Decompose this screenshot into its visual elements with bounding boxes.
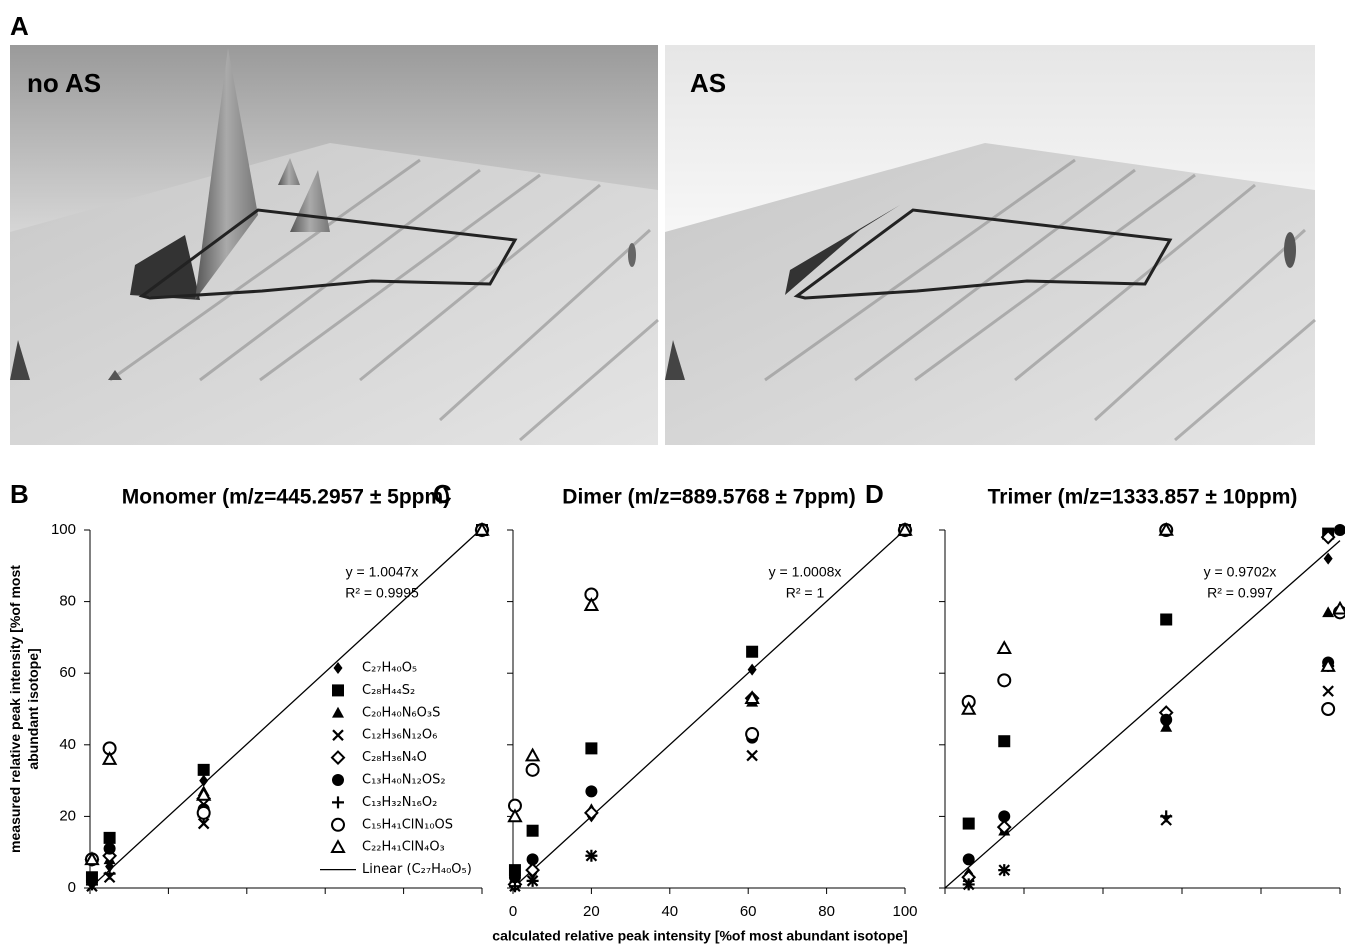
y-axis-label-line: abundant isotope]: [25, 648, 41, 769]
x-tick-label: 80: [818, 903, 835, 920]
x-tick-label: 20: [583, 903, 600, 920]
fit-line: [513, 530, 905, 888]
x-tick-label: 0: [509, 903, 517, 920]
data-point: [198, 807, 210, 819]
data-point: [527, 825, 539, 837]
legend-label: C₁₃H₄₀N₁₂OS₂: [362, 773, 446, 788]
y-tick-label: 60: [59, 664, 76, 681]
legend-label: Linear (C₂₇H₄₀O₅): [362, 862, 472, 877]
fit-equation: y = 1.0047x: [346, 564, 419, 580]
chart-title: Monomer (m/z=445.2957 ± 5ppm): [122, 486, 450, 509]
legend-marker: [332, 841, 344, 852]
data-point: [585, 599, 597, 610]
data-point: [104, 832, 116, 844]
data-point: [585, 785, 597, 797]
data-point: [1160, 714, 1172, 726]
data-point: [746, 646, 758, 658]
x-tick-label: 40: [661, 903, 678, 920]
data-point: [998, 735, 1010, 747]
data-point: [104, 843, 116, 855]
y-tick-label: 40: [59, 736, 76, 753]
chart-title: Dimer (m/z=889.5768 ± 7ppm): [562, 486, 855, 509]
fit-r2: R² = 1: [786, 585, 825, 601]
legend-marker: [332, 796, 344, 808]
surface-image: AS: [628, 45, 1315, 445]
panel-label: A: [10, 11, 29, 41]
fit-equation: y = 0.9702x: [1204, 564, 1277, 580]
y-tick-label: 80: [59, 593, 76, 610]
y-tick-label: 100: [51, 521, 76, 538]
data-point: [1323, 686, 1333, 696]
data-point: [1160, 810, 1172, 822]
y-tick-label: 0: [68, 879, 76, 896]
data-point: [1334, 524, 1345, 536]
legend-label: C₁₂H₃₆N₁₂O₆: [362, 728, 437, 743]
data-point: [104, 868, 116, 880]
data-point: [527, 750, 539, 761]
data-point: [1322, 703, 1334, 715]
data-point: [104, 753, 116, 764]
panel-label: C: [433, 479, 452, 509]
figure: A no AS AS B Monomer (m/z=445.2957 ± 5ppm…: [0, 0, 1345, 945]
legend-label: C₂₇H₄₀O₅: [362, 661, 417, 676]
legend-marker: [332, 774, 344, 786]
surface-image: no AS: [10, 45, 658, 445]
data-point: [527, 853, 539, 865]
legend-marker: [333, 730, 343, 740]
fit-equation: y = 1.0008x: [769, 564, 842, 580]
legend-label: C₂₈H₄₄S₂: [362, 683, 415, 698]
data-point: [998, 821, 1010, 833]
data-point: [585, 742, 597, 754]
data-point: [1322, 606, 1334, 617]
x-axis-label: calculated relative peak intensity [%of …: [492, 928, 907, 944]
chart-title: Trimer (m/z=1333.857 ± 10ppm): [988, 486, 1298, 509]
data-point: [963, 818, 975, 830]
data-point: [998, 810, 1010, 822]
y-axis-label: measured relative peak intensity [%of mo…: [7, 565, 41, 853]
legend-label: C₂₈H₃₆N₄O: [362, 750, 427, 765]
legend-marker: [332, 752, 344, 764]
x-tick-label: 100: [892, 903, 917, 920]
legend-marker: [332, 819, 344, 831]
legend-label: C₁₃H₃₂N₁₆O₂: [362, 795, 437, 810]
data-point: [527, 764, 539, 776]
data-point: [963, 853, 975, 865]
data-point: [198, 764, 210, 776]
legend-label: C₂₀H₄₀N₆O₃S: [362, 705, 440, 720]
fit-r2: R² = 0.997: [1207, 585, 1273, 601]
legend-marker: [332, 684, 344, 696]
data-point: [998, 674, 1010, 686]
fit-r2: R² = 0.9995: [345, 585, 419, 601]
legend-label: C₁₅H₄₁ClN₁₀OS: [362, 817, 453, 832]
data-point: [746, 728, 758, 740]
legend-label: C₂₂H₄₁ClN₄O₃: [362, 840, 445, 855]
data-point: [1160, 614, 1172, 626]
y-tick-label: 20: [59, 807, 76, 824]
data-point: [199, 775, 208, 787]
panel-label: B: [10, 479, 29, 509]
data-point: [585, 807, 597, 819]
data-point: [748, 664, 757, 676]
image-label: AS: [690, 68, 726, 98]
panel-label: D: [865, 479, 884, 509]
data-point: [747, 751, 757, 761]
data-point: [998, 642, 1010, 653]
data-point: [509, 810, 521, 821]
y-axis-label-line: measured relative peak intensity [%of mo…: [7, 565, 23, 853]
legend-marker: [332, 707, 344, 718]
image-label: no AS: [27, 68, 101, 98]
x-tick-label: 60: [740, 903, 757, 920]
